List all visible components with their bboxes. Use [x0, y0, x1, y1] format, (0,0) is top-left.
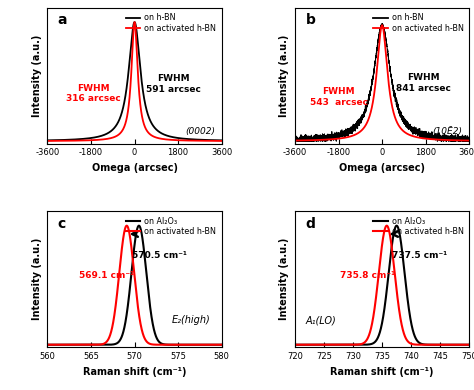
Text: FWHM
841 arcsec: FWHM 841 arcsec	[396, 73, 451, 93]
Text: (10Ē2): (10Ē2)	[432, 127, 463, 136]
X-axis label: Raman shift (cm⁻¹): Raman shift (cm⁻¹)	[330, 367, 434, 376]
Text: b: b	[305, 13, 315, 27]
Legend: on h-BN, on activated h-BN: on h-BN, on activated h-BN	[124, 12, 218, 34]
Legend: on h-BN, on activated h-BN: on h-BN, on activated h-BN	[372, 12, 465, 34]
X-axis label: Omega (arcsec): Omega (arcsec)	[339, 163, 425, 173]
Y-axis label: Intensity (a.u.): Intensity (a.u.)	[32, 238, 42, 321]
Text: E₂(high): E₂(high)	[172, 315, 210, 325]
Y-axis label: Intensity (a.u.): Intensity (a.u.)	[279, 238, 290, 321]
Legend: on Al₂O₃, on activated h-BN: on Al₂O₃, on activated h-BN	[124, 215, 218, 238]
Text: 569.1 cm⁻¹: 569.1 cm⁻¹	[79, 271, 134, 280]
Text: 570.5 cm⁻¹: 570.5 cm⁻¹	[131, 251, 186, 260]
Text: FWHM
316 arcsec: FWHM 316 arcsec	[66, 84, 121, 103]
X-axis label: Raman shift (cm⁻¹): Raman shift (cm⁻¹)	[83, 367, 186, 376]
Legend: on Al₂O₃, on activated h-BN: on Al₂O₃, on activated h-BN	[372, 215, 465, 238]
Text: FWHM
543  arcsec: FWHM 543 arcsec	[310, 87, 367, 107]
Text: 737.5 cm⁻¹: 737.5 cm⁻¹	[392, 251, 447, 260]
Text: a: a	[58, 13, 67, 27]
Text: FWHM
591 arcsec: FWHM 591 arcsec	[146, 74, 201, 94]
Text: c: c	[58, 217, 66, 231]
X-axis label: Omega (arcsec): Omega (arcsec)	[91, 163, 178, 173]
Text: A₁(LO): A₁(LO)	[306, 315, 337, 325]
Y-axis label: Intensity (a.u.): Intensity (a.u.)	[32, 34, 42, 117]
Text: d: d	[305, 217, 315, 231]
Text: 735.8 cm⁻¹: 735.8 cm⁻¹	[340, 271, 395, 280]
Text: (0002): (0002)	[185, 127, 215, 136]
Y-axis label: Intensity (a.u.): Intensity (a.u.)	[279, 34, 290, 117]
